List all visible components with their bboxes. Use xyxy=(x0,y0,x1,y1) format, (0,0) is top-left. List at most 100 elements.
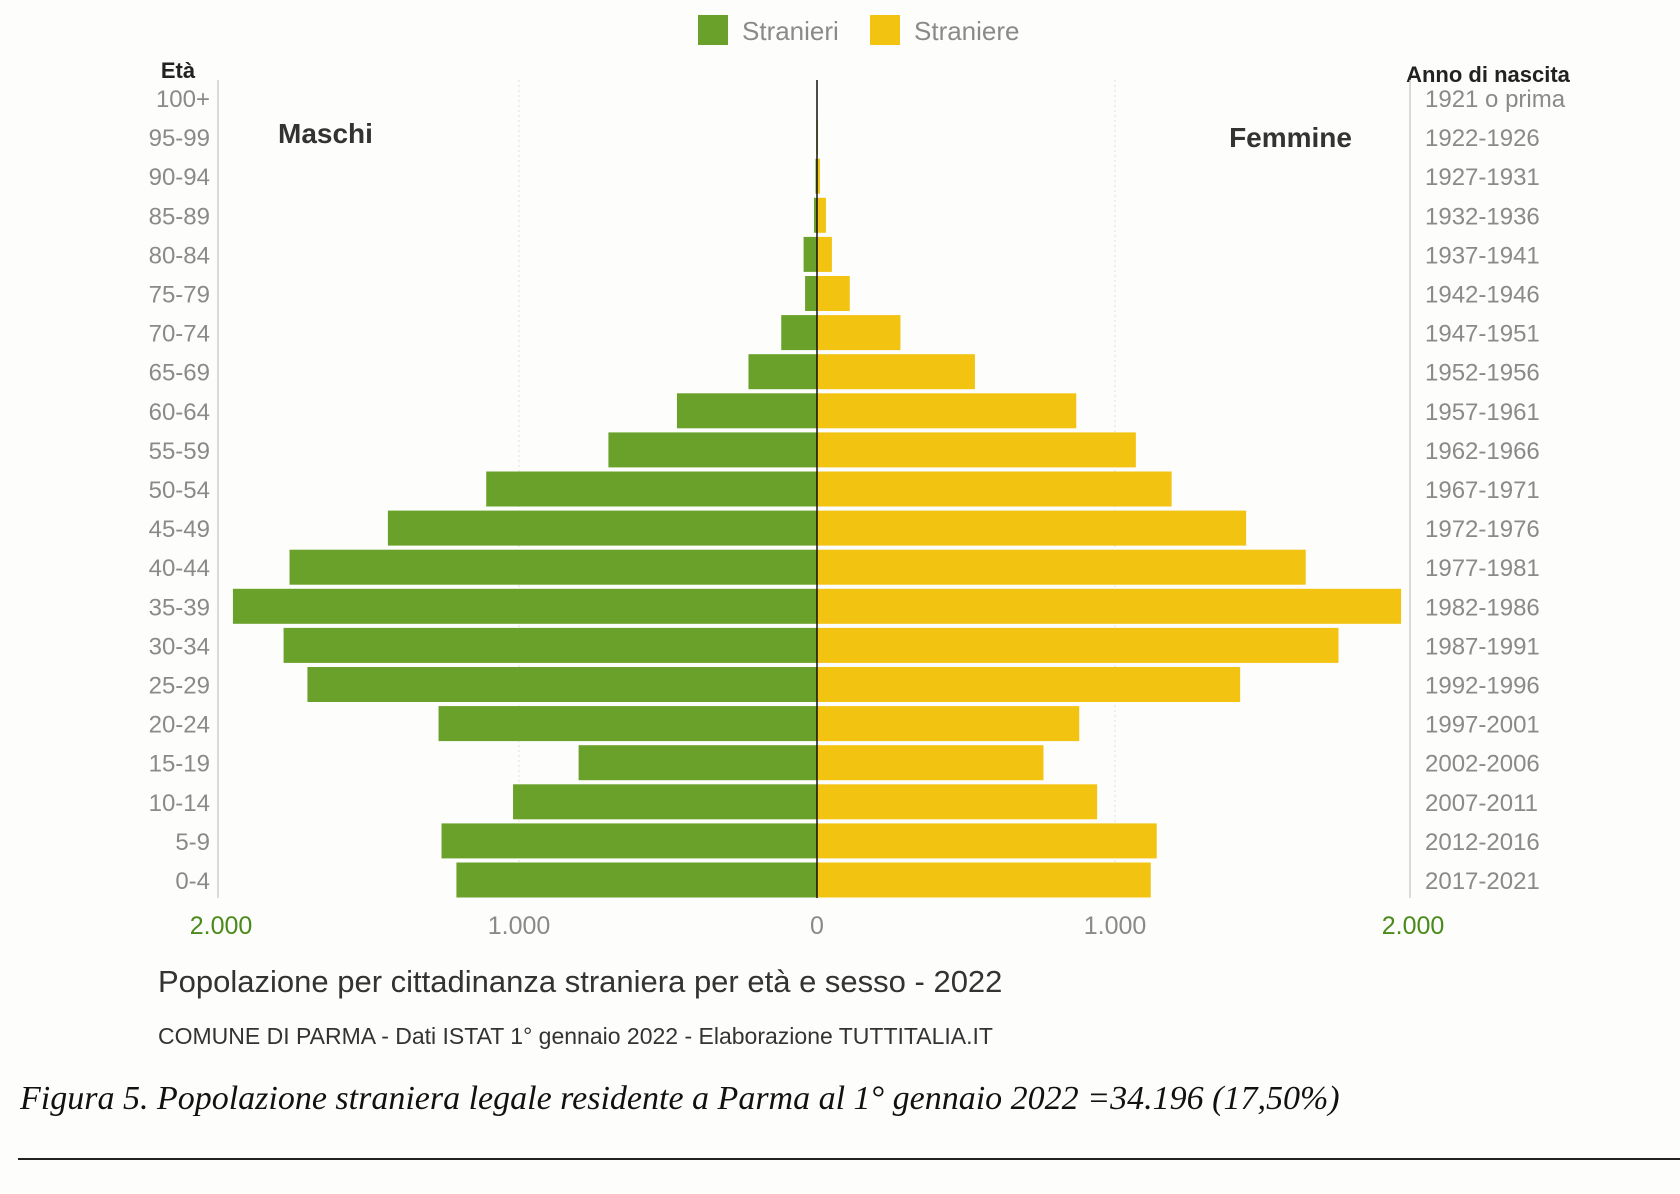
bar-straniere-25-29 xyxy=(817,667,1241,702)
bar-stranieri-5-9 xyxy=(441,823,817,859)
x-tick-label: 0 xyxy=(810,912,824,940)
x-tick-label: 1.000 xyxy=(1084,912,1147,940)
legend-swatch-straniere xyxy=(870,15,900,45)
age-label: 20-24 xyxy=(149,712,210,739)
bar-straniere-80-84 xyxy=(817,236,832,272)
age-label: 10-14 xyxy=(149,790,210,817)
bar-stranieri-75-79 xyxy=(805,276,817,311)
age-label: 100+ xyxy=(156,86,210,113)
birth-year-label: 1957-1961 xyxy=(1425,399,1540,426)
bar-stranieri-20-24 xyxy=(438,706,817,742)
right-axis-label: Anno di nascita xyxy=(1406,62,1571,87)
bar-straniere-90-94 xyxy=(817,158,820,194)
bar-stranieri-25-29 xyxy=(307,667,817,702)
legend-label-stranieri: Stranieri xyxy=(742,16,839,46)
age-label: 35-39 xyxy=(149,594,210,621)
bar-straniere-20-24 xyxy=(817,706,1080,742)
bars xyxy=(232,80,1402,898)
birth-year-label: 1962-1966 xyxy=(1425,438,1540,465)
age-label: 0-4 xyxy=(175,868,210,895)
bar-straniere-5-9 xyxy=(817,823,1157,859)
bar-stranieri-80-84 xyxy=(803,236,817,272)
bar-stranieri-60-64 xyxy=(676,393,817,429)
age-label: 15-19 xyxy=(149,751,210,778)
birth-year-label: 1997-2001 xyxy=(1425,712,1540,739)
birth-year-label: 1932-1936 xyxy=(1425,203,1540,230)
bar-stranieri-55-59 xyxy=(608,432,817,468)
bar-straniere-85-89 xyxy=(817,197,826,233)
age-label: 50-54 xyxy=(149,477,210,504)
bar-straniere-75-79 xyxy=(817,276,850,311)
bar-stranieri-45-49 xyxy=(387,510,817,546)
bar-stranieri-10-14 xyxy=(513,784,817,820)
birth-year-label: 2007-2011 xyxy=(1425,790,1538,817)
birth-year-label: 2012-2016 xyxy=(1425,829,1540,856)
x-tick-label: 1.000 xyxy=(488,912,551,940)
x-tick-label: 2.000 xyxy=(190,912,253,940)
x-tick-labels: 2.000 1.000 0 1.000 2.000 xyxy=(190,912,1445,940)
x-tick-label: 2.000 xyxy=(1382,912,1445,940)
birth-year-label: 1972-1976 xyxy=(1425,516,1540,543)
bar-stranieri-85-89 xyxy=(814,197,817,233)
birth-year-label: 1982-1986 xyxy=(1425,594,1540,621)
birth-year-label: 2002-2006 xyxy=(1425,751,1540,778)
bar-straniere-70-74 xyxy=(817,315,901,351)
birth-year-labels: 2017-2021 2012-2016 2007-2011 2002-2006 1997… xyxy=(1425,86,1566,895)
birth-year-label: 1987-1991 xyxy=(1425,633,1540,660)
gridlines xyxy=(518,80,1116,898)
bar-straniere-65-69 xyxy=(817,354,975,390)
bar-stranieri-0-4 xyxy=(456,862,817,898)
bar-straniere-45-49 xyxy=(817,510,1247,546)
birth-year-label: 1921 o prima xyxy=(1425,86,1566,113)
birth-year-label: 1977-1981 xyxy=(1425,555,1540,582)
bar-stranieri-50-54 xyxy=(486,471,817,507)
age-label: 65-69 xyxy=(149,360,210,387)
chart-subtitle: COMUNE DI PARMA - Dati ISTAT 1° gennaio … xyxy=(158,1023,993,1049)
age-label: 5-9 xyxy=(175,829,210,856)
age-label: 90-94 xyxy=(149,164,210,191)
age-labels: 0-4 5-9 10-14 15-19 20-24 25-29 30-34 35-39 40-4… xyxy=(149,86,210,895)
bar-stranieri-70-74 xyxy=(781,315,817,351)
birth-year-label: 1927-1931 xyxy=(1425,164,1540,191)
left-axis-label: Età xyxy=(161,58,196,83)
bar-straniere-30-34 xyxy=(817,627,1339,663)
bar-straniere-60-64 xyxy=(817,393,1077,429)
femmine-label: Femmine xyxy=(1229,122,1352,153)
birth-year-label: 1947-1951 xyxy=(1425,321,1540,348)
chart-title: Popolazione per cittadinanza straniera p… xyxy=(158,964,1002,999)
population-pyramid-chart: Stranieri Straniere Età Anno di nascita … xyxy=(149,15,1571,1049)
bar-stranieri-40-44 xyxy=(289,549,817,585)
age-label: 25-29 xyxy=(149,673,210,700)
bar-stranieri-30-34 xyxy=(283,627,818,663)
bar-straniere-55-59 xyxy=(817,432,1136,468)
legend-swatch-stranieri xyxy=(698,15,728,45)
birth-year-label: 1922-1926 xyxy=(1425,125,1540,152)
birth-year-label: 1952-1956 xyxy=(1425,360,1540,387)
age-label: 70-74 xyxy=(149,321,210,348)
age-label: 75-79 xyxy=(149,282,210,309)
bar-straniere-35-39 xyxy=(817,588,1402,624)
bar-stranieri-15-19 xyxy=(578,745,817,781)
age-label: 60-64 xyxy=(149,399,210,426)
bar-straniere-10-14 xyxy=(817,784,1098,820)
birth-year-label: 2017-2021 xyxy=(1425,868,1540,895)
bar-straniere-15-19 xyxy=(817,745,1044,781)
bar-straniere-50-54 xyxy=(817,471,1172,507)
age-label: 30-34 xyxy=(149,633,210,660)
bar-straniere-0-4 xyxy=(817,862,1151,898)
legend: Stranieri Straniere xyxy=(698,15,1020,46)
separator-rule xyxy=(18,1158,1680,1160)
age-label: 55-59 xyxy=(149,438,210,465)
maschi-label: Maschi xyxy=(278,118,373,149)
bar-stranieri-65-69 xyxy=(748,354,817,390)
figure-caption: Figura 5. Popolazione straniera legale r… xyxy=(20,1080,1340,1117)
age-label: 95-99 xyxy=(149,125,210,152)
birth-year-label: 1942-1946 xyxy=(1425,282,1540,309)
age-label: 80-84 xyxy=(149,242,210,269)
birth-year-label: 1937-1941 xyxy=(1425,242,1540,269)
age-label: 40-44 xyxy=(149,555,210,582)
legend-label-straniere: Straniere xyxy=(914,16,1020,46)
age-label: 85-89 xyxy=(149,203,210,230)
bar-stranieri-35-39 xyxy=(232,588,818,624)
birth-year-label: 1992-1996 xyxy=(1425,673,1540,700)
